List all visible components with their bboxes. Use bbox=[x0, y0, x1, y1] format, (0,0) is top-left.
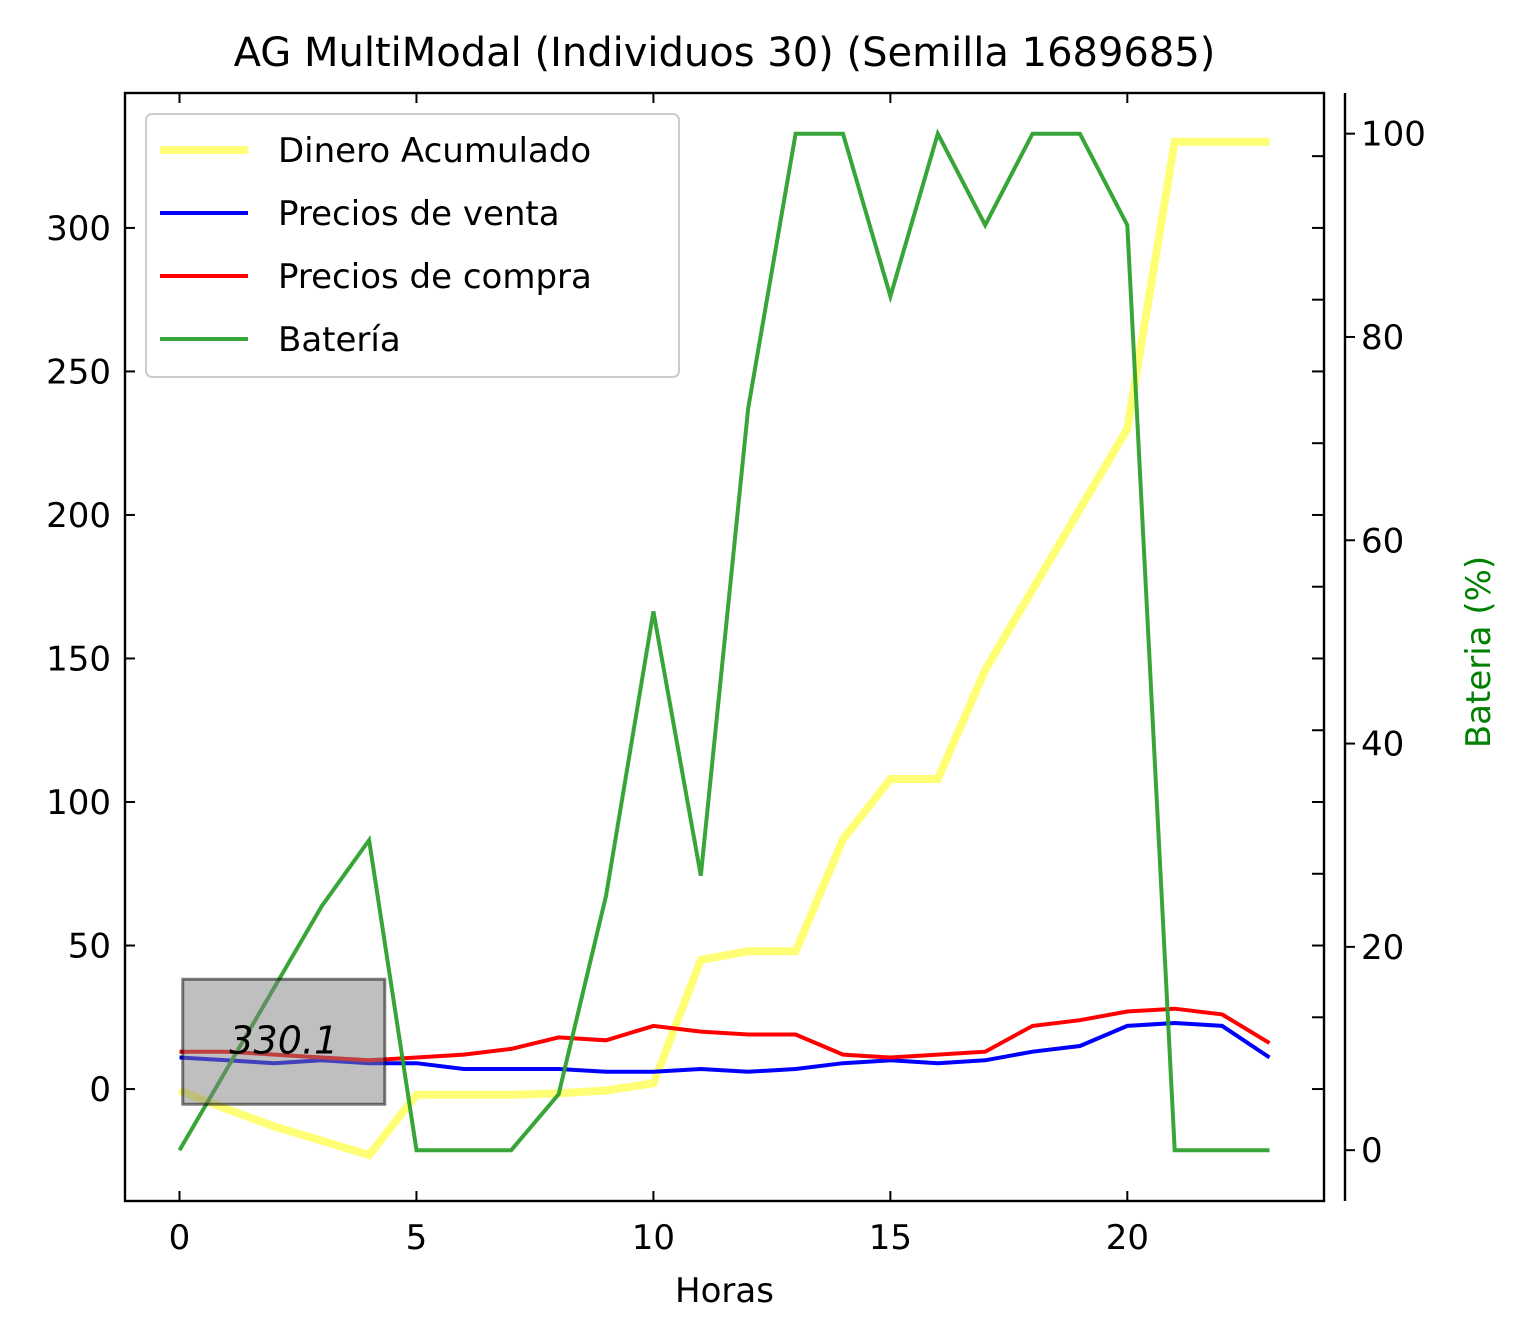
y2-tick-label: 80 bbox=[1361, 318, 1404, 358]
y2-axis-label: Bateria (%) bbox=[1459, 556, 1499, 748]
y2-tick-label: 100 bbox=[1361, 115, 1426, 155]
y-tick-label: 50 bbox=[68, 927, 111, 967]
series-line-dinero-acumulado bbox=[178, 137, 1270, 1160]
annotation-box bbox=[181, 977, 387, 1106]
y-tick-label: 300 bbox=[46, 209, 111, 249]
series-line-bater-a bbox=[177, 128, 1270, 1153]
plot-area: 0 5 10 15 2005010015020025030002040608010033… bbox=[46, 91, 1426, 1258]
y-tick-label: 100 bbox=[46, 783, 111, 823]
legend-label: Precios de venta bbox=[278, 194, 560, 234]
y2-tick-label: 40 bbox=[1361, 725, 1404, 765]
y2-tick-label: 60 bbox=[1361, 521, 1404, 561]
x-tick-label: 20 bbox=[1106, 1218, 1149, 1258]
x-tick-label: 10 bbox=[632, 1218, 675, 1258]
legend-frame bbox=[145, 113, 680, 378]
y-tick-label: 200 bbox=[46, 496, 111, 536]
y2-tick-label: 20 bbox=[1361, 928, 1404, 968]
legend-label: Batería bbox=[278, 320, 401, 360]
y-tick-label: 0 bbox=[89, 1070, 111, 1110]
y-tick-label: 150 bbox=[46, 639, 111, 679]
x-tick-label: 0 bbox=[169, 1218, 191, 1258]
legend-label: Dinero Acumulado bbox=[278, 131, 591, 171]
y-tick-label: 250 bbox=[46, 352, 111, 392]
chart-title: AG MultiModal (Individuos 30) (Semilla 1… bbox=[234, 30, 1216, 76]
x-axis-label: Horas bbox=[675, 1271, 774, 1311]
x-tick-label: 5 bbox=[406, 1218, 428, 1258]
legend-label: Precios de compra bbox=[278, 257, 592, 297]
x-tick-label: 15 bbox=[869, 1218, 912, 1258]
y2-tick-label: 0 bbox=[1361, 1131, 1383, 1171]
annotation-text: 330.1 bbox=[229, 1018, 338, 1062]
legend: Dinero Acumulado Precios de venta Precios … bbox=[145, 113, 680, 378]
plot-frame bbox=[123, 91, 1326, 1203]
